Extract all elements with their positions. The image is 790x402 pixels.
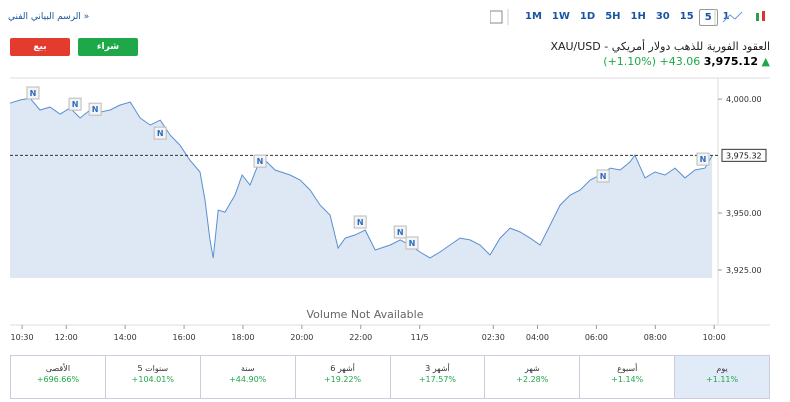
x-tick-label: 04:00 bbox=[526, 333, 549, 342]
x-tick-label: 14:00 bbox=[114, 333, 137, 342]
news-label: N bbox=[257, 157, 264, 166]
perf-value: +19.22% bbox=[323, 375, 362, 384]
perf-value: +1.14% bbox=[611, 375, 644, 384]
x-tick-label: 20:00 bbox=[290, 333, 313, 342]
news-label: N bbox=[30, 89, 37, 98]
perf-label: الأقصى bbox=[45, 364, 71, 373]
news-marker[interactable] bbox=[88, 102, 102, 116]
perf-value: +2.28% bbox=[516, 375, 549, 384]
news-marker[interactable] bbox=[353, 215, 367, 229]
news-marker[interactable] bbox=[696, 152, 710, 166]
perf-cell[interactable]: 6 أشهر +19.22% bbox=[294, 356, 390, 398]
timeframes: 1M 1W 1D 5H 1H 30 15 5 1 bbox=[520, 9, 735, 26]
perf-label: 6 أشهر bbox=[330, 364, 355, 373]
performance: الأقصى +696.66% 5 سنوات +104.01% سنة +44.90% 6… bbox=[10, 355, 770, 399]
perf-label: يوم bbox=[716, 364, 728, 373]
x-tick-label: 02:30 bbox=[482, 333, 505, 342]
news-marker[interactable] bbox=[68, 97, 82, 111]
news-label: N bbox=[157, 129, 164, 138]
timeframe[interactable]: 5 bbox=[698, 9, 718, 26]
timeframe[interactable]: 30 bbox=[655, 11, 670, 22]
icon[interactable] bbox=[762, 11, 765, 21]
news-label: N bbox=[700, 155, 707, 164]
volume-note: Volume Not Available bbox=[307, 308, 424, 321]
x-tick-label: 10:00 bbox=[703, 333, 726, 342]
perf-value: +17.57% bbox=[418, 375, 457, 384]
perf-label: أسبوع bbox=[617, 364, 638, 373]
perf-label: سنة bbox=[240, 364, 255, 373]
news-label: N bbox=[409, 239, 416, 248]
toolbar-icons bbox=[490, 9, 765, 25]
x-tick-label: 08:00 bbox=[644, 333, 667, 342]
timeframe[interactable]: 1M bbox=[525, 11, 542, 22]
timeframe[interactable]: 1H bbox=[630, 11, 646, 22]
x-tick-label: 12:00 bbox=[55, 333, 78, 342]
news-marker[interactable] bbox=[405, 236, 419, 250]
perf-value: +696.66% bbox=[36, 375, 80, 384]
x-tick-label: 10:30 bbox=[11, 333, 34, 342]
y-tick-label: 4,000.00 bbox=[726, 95, 762, 104]
chart: Investing.com4,000.003,950.003,925.0010:… bbox=[9, 77, 770, 342]
perf-cell[interactable]: سنة +44.90% bbox=[199, 356, 295, 398]
x-tick-label: 11/5 bbox=[411, 333, 429, 342]
y-tick-label: 3,950.00 bbox=[726, 209, 762, 218]
news-label: N bbox=[600, 172, 607, 181]
x-tick-label: 22:00 bbox=[349, 333, 372, 342]
perf-label: 5 سنوات bbox=[137, 364, 169, 373]
perf-cell[interactable]: يوم +1.11% bbox=[674, 356, 769, 398]
x-tick-label: 18:00 bbox=[231, 333, 254, 342]
perf-cell[interactable]: أسبوع +1.14% bbox=[579, 356, 674, 398]
price: 3,975.12 bbox=[703, 55, 759, 68]
perf-value: +104.01% bbox=[131, 375, 174, 384]
up-arrow: ▲ bbox=[761, 55, 770, 68]
area bbox=[10, 98, 713, 278]
perf-cell[interactable]: 3 أشهر +17.57% bbox=[389, 356, 485, 398]
news-marker[interactable] bbox=[393, 225, 407, 239]
buy-button[interactable]: شراء bbox=[78, 38, 138, 56]
current-price-label: 3,975.32 bbox=[726, 151, 762, 160]
icon[interactable] bbox=[490, 10, 503, 24]
y-tick-label: 3,925.00 bbox=[726, 266, 762, 275]
icon[interactable] bbox=[756, 13, 759, 21]
x-tick-label: 16:00 bbox=[173, 333, 196, 342]
news-marker[interactable] bbox=[26, 86, 40, 100]
perf-label: شهر bbox=[524, 364, 540, 373]
news-label: N bbox=[92, 105, 99, 114]
news-label: N bbox=[357, 218, 364, 227]
x-tick-label: 06:00 bbox=[585, 333, 608, 342]
change-pct: (+1.10%) bbox=[603, 55, 657, 68]
news-label: N bbox=[72, 100, 79, 109]
perf-value: +44.90% bbox=[229, 375, 267, 384]
perf-cell[interactable]: شهر +2.28% bbox=[484, 356, 579, 398]
news-marker[interactable] bbox=[596, 169, 610, 183]
news-label: N bbox=[397, 228, 404, 237]
chart-link[interactable]: الرسم البياني الفني » bbox=[8, 12, 90, 22]
news-marker[interactable] bbox=[153, 126, 167, 140]
current-price-box bbox=[721, 148, 767, 162]
timeframe[interactable]: 1D bbox=[579, 11, 596, 22]
timeframe[interactable]: 1W bbox=[551, 11, 570, 22]
price-line: (+1.10%) +43.06 3,975.12 ▲ bbox=[603, 55, 770, 68]
timeframe[interactable]: 15 bbox=[679, 11, 694, 22]
sell-button[interactable]: بيع bbox=[10, 38, 70, 56]
timeframe[interactable]: 1 bbox=[722, 11, 730, 22]
perf-cell[interactable]: الأقصى +696.66% bbox=[11, 356, 105, 398]
perf-cell[interactable]: 5 سنوات +104.01% bbox=[104, 356, 200, 398]
icon[interactable] bbox=[722, 11, 743, 23]
perf-label: 3 أشهر bbox=[425, 364, 450, 373]
perf-value: +1.11% bbox=[706, 375, 739, 384]
title: XAU/USD - العقود الفورية للذهب دولار أمر… bbox=[550, 40, 770, 53]
timeframe[interactable]: 5H bbox=[605, 11, 621, 22]
change: +43.06 bbox=[659, 55, 701, 68]
news-marker[interactable] bbox=[253, 154, 267, 168]
